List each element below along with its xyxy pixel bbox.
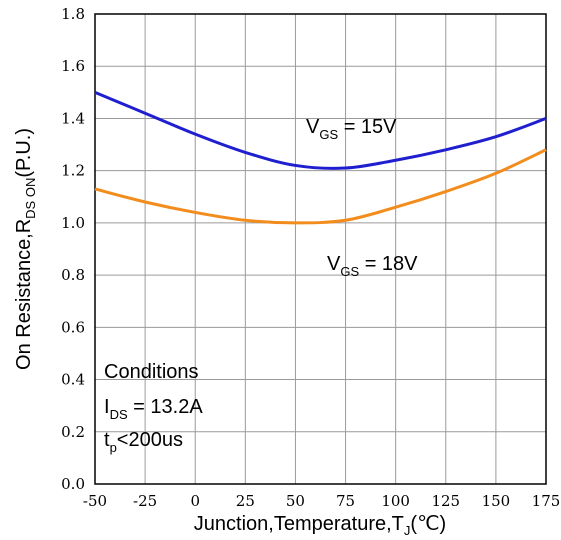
conditions-title: Conditions xyxy=(104,361,199,383)
x-tick-labels: -50 -25 0 25 50 75 100 125 150 175 xyxy=(83,492,560,510)
x-tick-label: 25 xyxy=(236,492,255,510)
y-tick-label: 0.0 xyxy=(61,475,85,493)
x-tick-label: 100 xyxy=(381,492,410,510)
conditions-current: IDS = 13.2A xyxy=(104,396,203,422)
y-tick-label: 1.0 xyxy=(61,214,85,232)
y-tick-label: 0.4 xyxy=(61,371,85,389)
y-tick-label: 0.2 xyxy=(61,423,85,441)
x-tick-label: 50 xyxy=(286,492,305,510)
series-line-0 xyxy=(94,90,547,170)
series-line-1 xyxy=(94,148,547,225)
conditions-pulse: tp<200us xyxy=(104,429,183,455)
y-tick-label: 0.8 xyxy=(61,266,85,284)
series-layer xyxy=(94,90,547,225)
series-label-vgs-15v: VGS = 15V xyxy=(306,116,397,142)
x-tick-label: 125 xyxy=(431,492,460,510)
x-axis-label: Junction,Temperature,TJ(℃) xyxy=(194,513,446,538)
y-tick-label: 1.8 xyxy=(61,5,85,23)
plot-frame xyxy=(94,13,547,485)
x-tick-label: 150 xyxy=(482,492,511,510)
x-tick-label: 0 xyxy=(190,492,200,510)
y-tick-label: 1.4 xyxy=(61,109,85,127)
x-tick-label: 75 xyxy=(336,492,355,510)
y-tick-label: 1.6 xyxy=(61,57,85,75)
x-tick-label: 175 xyxy=(532,492,561,510)
y-tick-label: 0.6 xyxy=(61,318,85,336)
y-axis-label: On Resistance,RDS ON(P.U.) xyxy=(13,128,38,370)
conditions-annotation: Conditions IDS = 13.2A tp<200us xyxy=(104,361,203,455)
y-tick-labels: 0.0 0.2 0.4 0.6 0.8 1.0 1.2 1.4 1.6 1.8 xyxy=(61,5,85,493)
x-tick-label: -25 xyxy=(133,492,157,510)
y-tick-label: 1.2 xyxy=(61,162,85,180)
x-tick-label: -50 xyxy=(83,492,107,510)
series-label-vgs-18v: VGS = 18V xyxy=(327,253,418,279)
